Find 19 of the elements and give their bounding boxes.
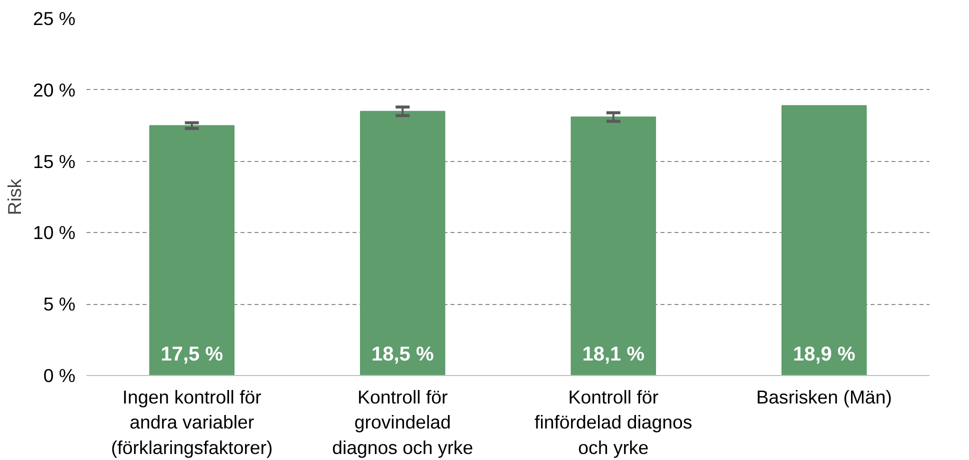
x-tick-label: Kontroll för finfördelad diagnos och yrke	[534, 386, 692, 458]
bar	[360, 110, 446, 376]
bar	[781, 105, 867, 376]
y-tick-label: 0 %	[43, 365, 76, 386]
data-label: 18,5 %	[371, 344, 434, 366]
y-tick-label: 5 %	[43, 294, 76, 315]
data-label: 18,9 %	[792, 344, 856, 366]
x-tick-label: Ingen kontroll för andra variabler (förklaringsfaktorer)	[111, 386, 273, 458]
x-tick-label: Kontroll för grovindelad diagnos och yrke	[332, 386, 474, 458]
bar	[149, 125, 235, 376]
bar	[570, 116, 656, 376]
y-tick-label: 20 %	[32, 79, 76, 100]
y-tick-label: 10 %	[32, 222, 76, 244]
y-tick-label: 25 %	[32, 8, 76, 29]
y-axis-title: Risk	[4, 178, 25, 216]
data-label: 18,1 %	[582, 344, 645, 366]
x-tick-label: Basrisken (Män)	[756, 386, 892, 408]
y-tick-label: 15 %	[32, 150, 76, 172]
data-label: 17,5 %	[160, 344, 224, 366]
